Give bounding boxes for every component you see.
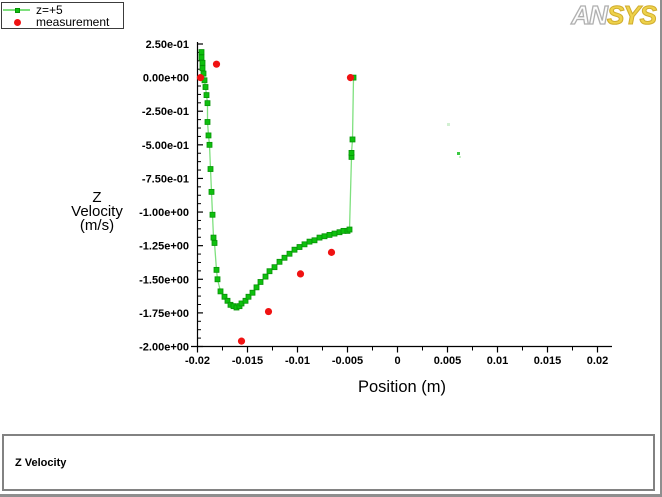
series-z5-marker (301, 241, 308, 248)
series-z5-marker (206, 141, 213, 148)
caption-text: Z Velocity (15, 456, 67, 469)
y-tick-label: 0.00e+00 (143, 73, 189, 85)
series-z5-marker (199, 59, 206, 66)
series-z5-marker (262, 273, 269, 280)
series-z5-marker (276, 258, 283, 265)
ansys-logo: ANSYS (571, 0, 658, 30)
x-tick-label: 0.005 (434, 355, 462, 367)
x-tick-label: -0.01 (285, 355, 310, 367)
y-tick-label: -1.50e+00 (139, 274, 189, 286)
stray-pixel-artifact (459, 156, 461, 158)
series-measurement (196, 60, 355, 345)
series-z5-marker (346, 226, 353, 233)
legend-label-measurement: measurement (36, 15, 110, 29)
series-z5-marker (204, 119, 211, 125)
y-tick-label: -5.00e-01 (142, 140, 189, 152)
series-z5-marker (321, 233, 328, 240)
x-tick-label: -0.015 (232, 355, 263, 367)
series-z5-marker (326, 232, 333, 238)
stray-pixel-artifact (457, 152, 460, 155)
y-ticks: 2.50e-01 0.00e+00 -2.50e-01 -5.00e-01 -7.50e… (139, 39, 203, 354)
ansys-logo-sys: SYS (606, 0, 657, 30)
measurement-point (196, 74, 205, 82)
axes (191, 42, 612, 348)
y-axis-title-line: Velocity (71, 203, 123, 220)
y-axis-title-line: (m/s) (80, 217, 114, 234)
series-z5-marker (211, 240, 218, 246)
x-tick-label: 0.02 (587, 355, 608, 367)
series-z5 (198, 49, 357, 311)
series-z5-marker (213, 266, 220, 273)
series-z5-marker (204, 100, 211, 107)
x-tick-label: -0.005 (332, 355, 363, 367)
series-z5-marker (198, 49, 205, 55)
series-z5-marker (311, 237, 318, 244)
series-z5-marker (348, 149, 355, 156)
series-z5-marker (271, 264, 278, 271)
y-tick-label: 2.50e-01 (146, 39, 189, 51)
xy-plot-canvas: -0.02 -0.015 -0.01 -0.005 0 0.005 0.01 0.015 0.0… (71, 39, 612, 396)
caption-bar: Z Velocity (2, 434, 655, 491)
series-z5-marker (331, 230, 338, 237)
y-tick-label: -7.50e-01 (142, 173, 189, 185)
series-z5-marker (316, 234, 323, 241)
series-z5-marker (306, 238, 313, 245)
series-z5-marker (209, 211, 216, 218)
series-z5-marker (214, 276, 221, 283)
series-z5-marker (221, 293, 228, 300)
measurement-point (212, 60, 221, 68)
y-axis-title-line: Z (92, 189, 101, 206)
series-z5-marker (207, 166, 214, 172)
series-z5-marker (198, 54, 205, 61)
measurement-point (264, 307, 273, 316)
series-z5-marker (296, 244, 303, 250)
series-z5-marker (257, 279, 264, 285)
y-tick-label: -1.00e+00 (139, 207, 189, 219)
measurement-point (327, 248, 336, 256)
series-z5-marker (217, 288, 224, 295)
x-ticks: -0.02 -0.015 -0.01 -0.005 0 0.005 0.01 0.015 0.0… (185, 346, 608, 367)
series-z5-marker (249, 289, 256, 296)
y-tick-label: -2.00e+00 (139, 342, 189, 354)
legend-label-z5: z=+5 (36, 3, 63, 17)
series-z5-marker (202, 84, 209, 90)
series-z5-marker (266, 268, 273, 275)
stray-pixel-artifact (447, 123, 450, 126)
series-z5-marker (281, 254, 288, 261)
plot-legend: z=+5 measurement (1, 2, 124, 29)
series-z5-line (200, 52, 355, 309)
measurement-point (296, 270, 305, 278)
series-z5-marker (203, 92, 210, 98)
x-tick-label: 0.01 (487, 355, 508, 367)
series-z5-marker (208, 188, 215, 195)
x-tick-label: 0.015 (534, 355, 562, 367)
legend-item-measurement: measurement (2, 16, 123, 28)
x-tick-label: 0 (394, 355, 400, 367)
series-z5-marker (242, 297, 249, 304)
red-dot-marker-icon (2, 16, 36, 28)
series-z5-marker (245, 293, 252, 300)
series-z5-marker (210, 234, 217, 241)
y-tick-label: -2.50e-01 (142, 106, 189, 118)
series-z5-marker (199, 65, 206, 72)
x-axis-title: Position (m) (358, 378, 446, 396)
legend-item-z5: z=+5 (2, 4, 123, 16)
series-z5-marker (349, 136, 356, 143)
series-z5-marker (291, 246, 298, 253)
series-z5-marker (205, 132, 212, 139)
ansys-logo-an: AN (571, 0, 609, 30)
series-z5-marker (286, 250, 293, 257)
y-tick-label: -1.25e+00 (139, 241, 189, 253)
x-tick-label: -0.02 (185, 355, 210, 367)
measurement-point (346, 74, 355, 82)
measurement-point (237, 337, 246, 345)
y-tick-label: -1.75e+00 (139, 308, 189, 320)
line-marker-icon (2, 4, 36, 16)
series-z5-marker (224, 297, 231, 304)
series-z5-marker (253, 284, 260, 291)
